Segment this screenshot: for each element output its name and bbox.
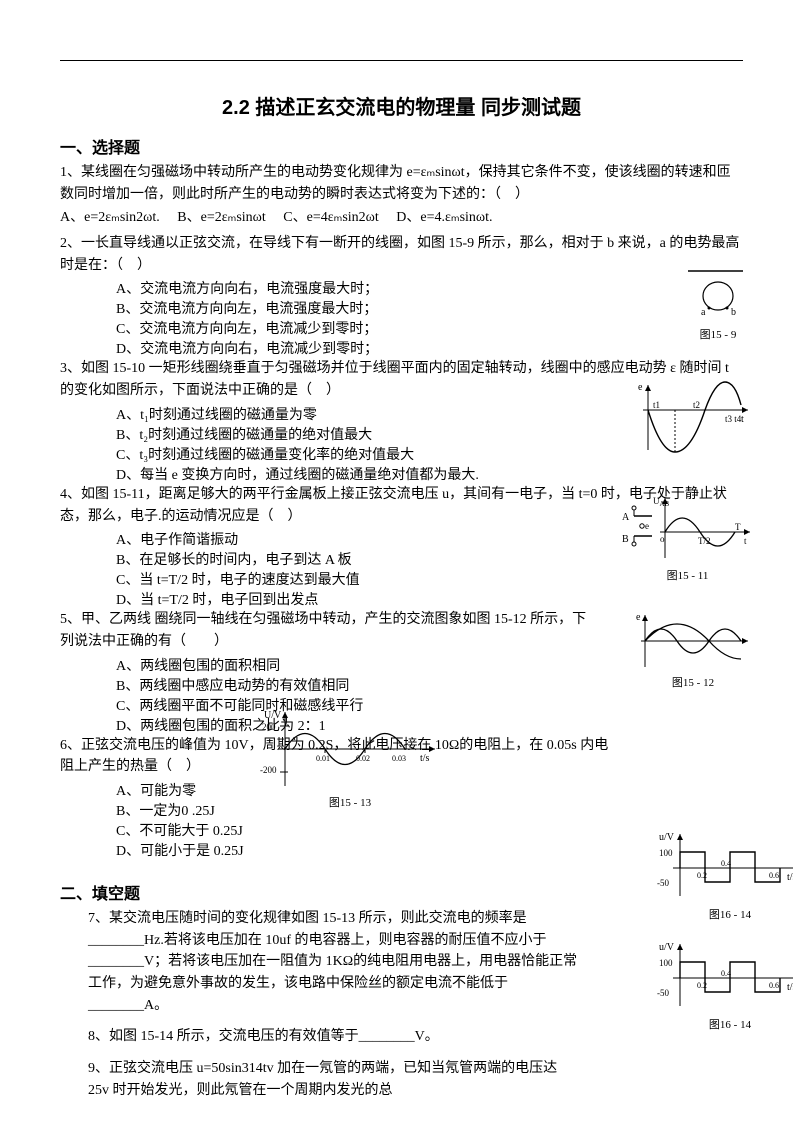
- svg-text:0.2: 0.2: [697, 871, 707, 880]
- q4-opt-d: D、当 t=T/2 时，电子回到出发点: [60, 589, 743, 609]
- svg-text:u/V: u/V: [659, 942, 675, 953]
- svg-text:e: e: [638, 382, 643, 393]
- svg-text:A: A: [622, 512, 630, 523]
- page-title: 2.2 描述正玄交流电的物理量 同步测试题: [60, 91, 743, 120]
- svg-text:e: e: [636, 612, 641, 623]
- svg-text:B: B: [622, 534, 629, 545]
- q3-text: 3、如图 15-10 一矩形线圈绕垂直于匀强磁场并位于线圈平面内的固定轴转动，线…: [60, 361, 729, 398]
- svg-text:t/s: t/s: [787, 982, 793, 993]
- fig-15-13-caption: 图15 - 13: [260, 794, 440, 810]
- section-2-header: 二、填空题: [60, 880, 743, 904]
- svg-text:0.03: 0.03: [392, 754, 406, 763]
- svg-text:t2: t2: [693, 400, 700, 410]
- svg-text:-200: -200: [260, 765, 277, 775]
- question-8: 8、如图 15-14 所示，交流电压的有效值等于________V。: [60, 1026, 578, 1048]
- question-5: 5、甲、乙两线 圈绕同一轴线在匀强磁场中转动，产生的交流图象如图 15-12 所…: [60, 609, 743, 652]
- svg-text:0.6: 0.6: [769, 981, 779, 990]
- q2-text: 2、一长直导线通以正弦交流，在导线下有一断开的线圈，如图 15-9 所示，那么，…: [60, 236, 739, 273]
- q1-opt-a: A、e=2εₘsin2ωt.: [60, 210, 160, 225]
- svg-text:-50: -50: [657, 878, 669, 888]
- svg-text:0.4: 0.4: [721, 969, 731, 978]
- svg-text:100: 100: [659, 958, 673, 968]
- figure-15-9: a b: [683, 263, 753, 325]
- figure-15-14b: u/V t/s 100 -50 0.2 0.4 0.6: [655, 938, 793, 1014]
- svg-text:0.2: 0.2: [697, 981, 707, 990]
- figure-15-11: A B e UAB t T T/2 o: [620, 492, 755, 566]
- question-9: 9、正弦交流电压 u=50sin314tv 加在一氖管的两端，已知当氖管两端的电…: [60, 1058, 578, 1101]
- svg-text:t/s: t/s: [420, 753, 430, 764]
- svg-text:t: t: [741, 414, 744, 425]
- q5-text: 5、甲、乙两线 圈绕同一轴线在匀强磁场中转动，产生的交流图象如图 15-12 所…: [60, 609, 590, 652]
- fig-15-11-caption: 图15 - 11: [620, 568, 755, 585]
- svg-text:0.01: 0.01: [316, 754, 330, 763]
- question-3: 3、如图 15-10 一矩形线圈绕垂直于匀强磁场并位于线圈平面内的固定轴转动，线…: [60, 358, 743, 401]
- figure-15-12: e: [633, 611, 753, 673]
- svg-text:T: T: [735, 522, 741, 532]
- svg-text:t1: t1: [653, 400, 660, 410]
- q6-opt-c: C、不可能大于 0.25J: [60, 820, 743, 840]
- svg-text:t: t: [744, 536, 747, 546]
- svg-text:100: 100: [659, 848, 673, 858]
- svg-text:200: 200: [262, 722, 276, 732]
- svg-text:t3 t4: t3 t4: [725, 414, 742, 424]
- svg-text:0.4: 0.4: [721, 859, 731, 868]
- fig-15-14b-caption: 图16 - 14: [655, 1016, 793, 1032]
- fig-15-9-caption: 图15 - 9: [683, 327, 753, 344]
- svg-text:0.6: 0.6: [769, 871, 779, 880]
- q1-opt-b: B、e=2εₘsinωt: [177, 210, 266, 225]
- q2-opt-d: D、交流电流方向向右，电流减少到零时；: [60, 338, 743, 358]
- svg-text:-50: -50: [657, 988, 669, 998]
- fig-15-14a-caption: 图16 - 14: [655, 906, 793, 922]
- q2-opt-c: C、交流电流方向向左，电流减少到零时；: [60, 318, 743, 338]
- question-2: 2、一长直导线通以正弦交流，在导线下有一断开的线圈，如图 15-9 所示，那么，…: [60, 233, 743, 276]
- svg-text:b: b: [731, 307, 736, 318]
- q2-opt-a: A、交流电流方向向右，电流强度最大时；: [60, 278, 743, 298]
- q1-options: A、e=2εₘsin2ωt. B、e=2εₘsinωt C、e=4εₘsin2ω…: [60, 207, 743, 229]
- fig-15-12-caption: 图15 - 12: [633, 675, 753, 692]
- question-1: 1、某线圈在匀强磁场中转动所产生的电动势变化规律为 e=εₘsinωt，保持其它…: [60, 162, 743, 205]
- q3-opt-d: D、每当 e 变换方向时，通过线圈的磁通量绝对值都为最大.: [60, 464, 743, 484]
- section-1-header: 一、选择题: [60, 134, 743, 158]
- svg-text:a: a: [701, 307, 706, 318]
- question-4: 4、如图 15-11，距离足够大的两平行金属板上接正弦交流电压 u，其间有一电子…: [60, 484, 743, 527]
- svg-text:e: e: [645, 521, 649, 531]
- question-7: 7、某交流电压随时间的变化规律如图 15-13 所示，则此交流电的频率是____…: [60, 908, 578, 1016]
- q6-opt-d: D、可能小于是 0.25J: [60, 840, 743, 860]
- svg-text:UAB: UAB: [653, 496, 670, 508]
- svg-text:u/V: u/V: [659, 832, 675, 843]
- svg-text:U/V: U/V: [264, 710, 282, 721]
- figure-15-10: e t t1 t2 t3 t4: [633, 380, 753, 458]
- figure-15-14a: u/V t/s 100 -50 0.2 0.4 0.6: [655, 828, 793, 904]
- q1-opt-d: D、e=4.εₘsinωt.: [396, 210, 492, 225]
- q1-opt-c: C、e=4εₘsin2ωt: [283, 210, 379, 225]
- figure-15-13: U/V t/s 200 -200 0.01 0.02 0.03: [260, 706, 440, 792]
- q2-opt-b: B、交流电流方向向左，电流强度最大时；: [60, 298, 743, 318]
- svg-text:t/s: t/s: [787, 872, 793, 883]
- svg-text:o: o: [660, 534, 665, 544]
- svg-text:0.02: 0.02: [356, 754, 370, 763]
